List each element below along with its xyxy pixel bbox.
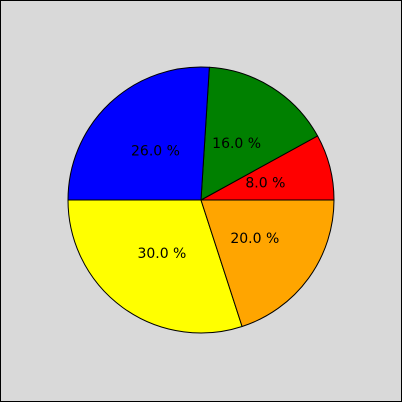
pie-slice-4 bbox=[200, 199, 335, 327]
pie-slice-label-2: 26.0 % bbox=[131, 144, 180, 160]
pie-slice-2 bbox=[67, 66, 210, 201]
pie-slice-1 bbox=[200, 66, 319, 201]
pie-slice-label-3: 30.0 % bbox=[137, 246, 186, 262]
pie-slice-label-1: 16.0 % bbox=[212, 136, 261, 152]
pie-slice-label-0: 8.0 % bbox=[245, 175, 285, 191]
pie-slice-label-4: 20.0 % bbox=[230, 231, 279, 247]
pie-slice-3 bbox=[67, 199, 243, 334]
pie-labels: 8.0 % 16.0 % 26.0 % 30.0 % 20.0 % bbox=[131, 136, 285, 262]
pie-slices bbox=[67, 66, 335, 334]
